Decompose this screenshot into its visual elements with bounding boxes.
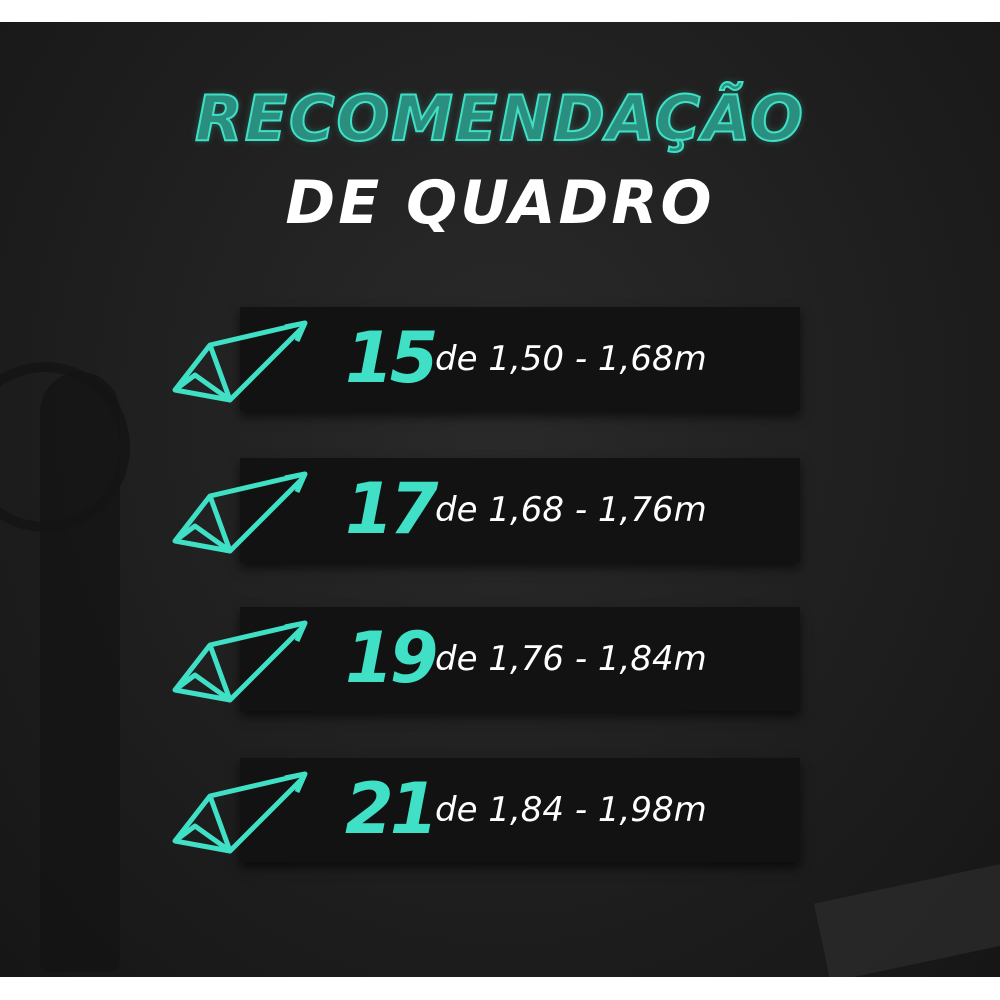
title-line-2: DE QUADRO [285,168,715,238]
title-line-1: RECOMENDAÇÃO [194,81,806,156]
bike-frame-icon [172,320,308,403]
height-range: de 1,68 - 1,76m [435,490,707,530]
size-row: 21 de 1,84 - 1,98m [172,758,800,862]
frame-size: 15 [345,317,438,399]
bike-frame-icon [172,471,308,554]
size-row: 19 de 1,76 - 1,84m [172,607,800,711]
frame-size: 21 [345,768,438,850]
chain-silhouette [813,862,1000,977]
size-row: 15 de 1,50 - 1,68m [172,307,800,411]
frame-size: 17 [345,468,438,550]
height-range: de 1,50 - 1,68m [435,339,707,379]
height-range: de 1,76 - 1,84m [435,639,707,679]
height-range: de 1,84 - 1,98m [435,790,707,830]
bike-frame-icon [172,771,308,854]
bike-wheel-silhouette [0,362,130,532]
size-row: 17 de 1,68 - 1,76m [172,458,800,562]
frame-size: 19 [345,617,438,699]
bike-frame-icon [172,620,308,703]
